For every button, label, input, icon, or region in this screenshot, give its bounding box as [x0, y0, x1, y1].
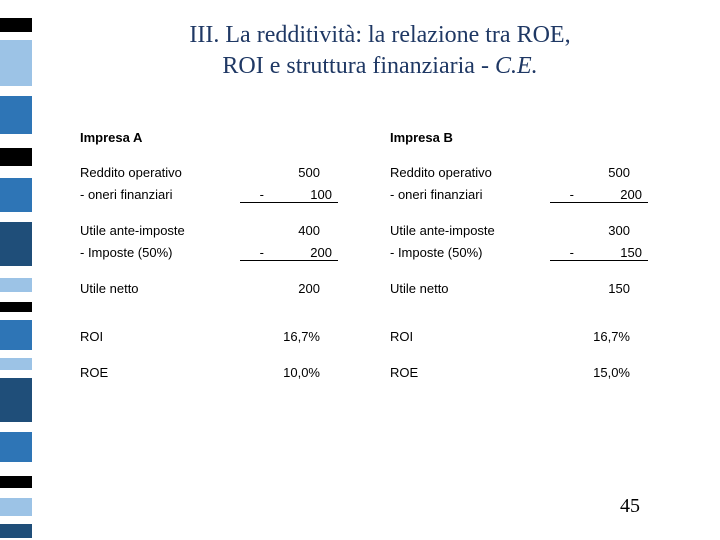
- sidebar-stripe: [0, 432, 32, 462]
- row-b-utile-netto: Utile netto 150: [390, 281, 680, 303]
- minus-icon: -: [240, 187, 266, 203]
- row-b-reddito-operativo: Reddito operativo 500: [390, 165, 680, 187]
- label-imposte: - Imposte (50%): [80, 245, 240, 260]
- row-a-oneri-finanziari: - oneri finanziari - 100: [80, 187, 370, 209]
- sidebar-stripe: [0, 358, 32, 370]
- label-utile-netto: Utile netto: [80, 281, 240, 296]
- row-a-roi: ROI 16,7%: [80, 329, 370, 351]
- row-a-roe: ROE 10,0%: [80, 365, 370, 387]
- page-number: 45: [620, 495, 640, 518]
- sidebar-stripe: [0, 302, 32, 312]
- value-a-oneri-finanziari: 100: [266, 187, 338, 203]
- sidebar-stripe: [0, 476, 32, 488]
- company-b-title: Impresa B: [390, 130, 680, 145]
- value-a-roi: 16,7%: [260, 329, 320, 344]
- label-roi: ROI: [80, 329, 240, 344]
- value-a-reddito-operativo: 500: [260, 165, 320, 180]
- minus-icon: -: [550, 245, 576, 261]
- value-b-utile-netto: 150: [570, 281, 630, 296]
- value-a-roe: 10,0%: [260, 365, 320, 380]
- slide-title: III. La redditività: la relazione tra RO…: [120, 20, 640, 82]
- sidebar-stripe: [0, 278, 32, 292]
- value-b-roe: 15,0%: [570, 365, 630, 380]
- value-a-imposte: 200: [266, 245, 338, 261]
- sidebar-stripes: [0, 0, 32, 540]
- minus-icon: -: [550, 187, 576, 203]
- value-a-utile-ante: 400: [260, 223, 320, 238]
- value-b-roi: 16,7%: [570, 329, 630, 344]
- sidebar-stripe: [0, 40, 32, 86]
- company-a-title: Impresa A: [80, 130, 370, 145]
- company-a-block: Impresa A Reddito operativo 500 - oneri …: [80, 130, 370, 387]
- title-line1: III. La redditività: la relazione tra RO…: [189, 22, 570, 48]
- label-oneri-finanziari: - oneri finanziari: [80, 187, 240, 202]
- value-b-utile-ante: 300: [570, 223, 630, 238]
- value-b-reddito-operativo: 500: [570, 165, 630, 180]
- sidebar-stripe: [0, 498, 32, 516]
- minus-icon: -: [240, 245, 266, 261]
- row-b-imposte: - Imposte (50%) - 150: [390, 245, 680, 267]
- sidebar-stripe: [0, 222, 32, 266]
- label-roe: ROE: [80, 365, 240, 380]
- title-line2-plain: ROI e struttura finanziaria -: [222, 53, 495, 79]
- title-line2-italic: C.E.: [495, 53, 538, 79]
- sidebar-stripe: [0, 148, 32, 166]
- value-b-imposte: 150: [576, 245, 648, 261]
- row-b-utile-ante: Utile ante-imposte 300: [390, 223, 680, 245]
- sidebar-stripe: [0, 18, 32, 32]
- value-a-utile-netto: 200: [260, 281, 320, 296]
- row-a-utile-netto: Utile netto 200: [80, 281, 370, 303]
- row-a-imposte: - Imposte (50%) - 200: [80, 245, 370, 267]
- sidebar-stripe: [0, 96, 32, 134]
- sidebar-stripe: [0, 524, 32, 538]
- row-b-roe: ROE 15,0%: [390, 365, 680, 387]
- value-b-oneri-finanziari: 200: [576, 187, 648, 203]
- row-a-reddito-operativo: Reddito operativo 500: [80, 165, 370, 187]
- row-b-oneri-finanziari: - oneri finanziari - 200: [390, 187, 680, 209]
- label-utile-ante: Utile ante-imposte: [80, 223, 240, 238]
- sidebar-stripe: [0, 320, 32, 350]
- company-b-block: Impresa B Reddito operativo 500 - oneri …: [390, 130, 680, 387]
- row-b-roi: ROI 16,7%: [390, 329, 680, 351]
- row-a-utile-ante: Utile ante-imposte 400: [80, 223, 370, 245]
- label-reddito-operativo: Reddito operativo: [80, 165, 240, 180]
- sidebar-stripe: [0, 378, 32, 422]
- sidebar-stripe: [0, 178, 32, 212]
